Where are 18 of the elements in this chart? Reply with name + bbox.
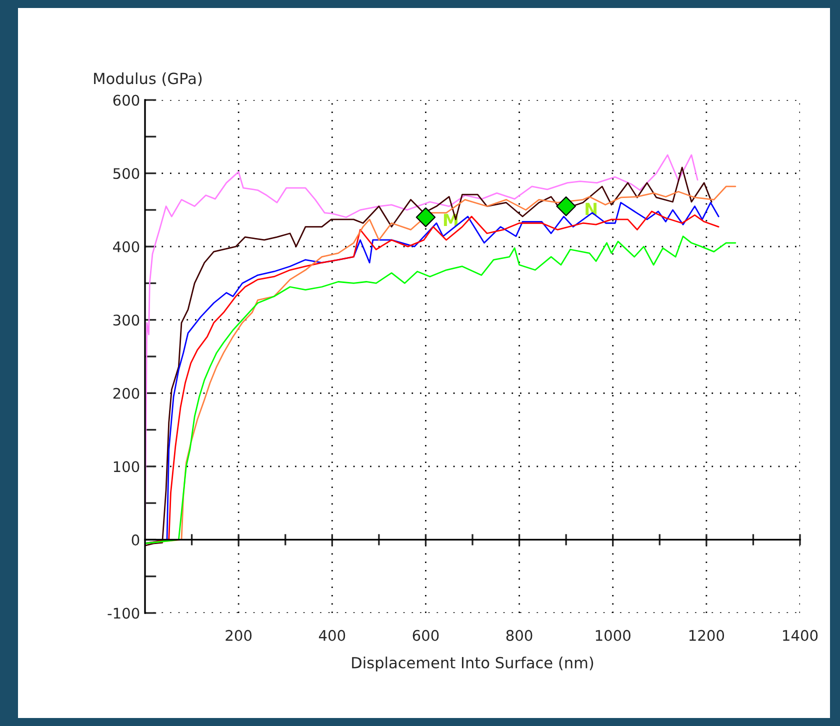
- x-tick-label: 1000: [596, 630, 630, 641]
- x-tick-label: 400: [318, 630, 346, 641]
- annotation: N: [586, 202, 597, 216]
- x-tick-label: 800: [506, 630, 532, 641]
- x-tick-label: 1400: [783, 630, 818, 641]
- y-tick-label: 400: [113, 241, 140, 252]
- y-tick-label: 100: [114, 461, 140, 472]
- y-axis-title: Modulus (GPa): [94, 72, 202, 86]
- x-tick-label: 600: [412, 630, 439, 641]
- y-tick-label: 300: [113, 314, 140, 326]
- x-axis-title: Displacement Into Surface (nm): [352, 656, 594, 672]
- y-tick-label: -100: [108, 608, 140, 619]
- y-tick-label: 200: [113, 388, 140, 399]
- y-tick-label: 600: [113, 94, 140, 106]
- y-tick-label: 500: [113, 168, 140, 180]
- y-tick-label: 0: [132, 534, 140, 546]
- x-tick-label: 200: [226, 630, 252, 641]
- x-tick-label: 1200: [689, 630, 724, 641]
